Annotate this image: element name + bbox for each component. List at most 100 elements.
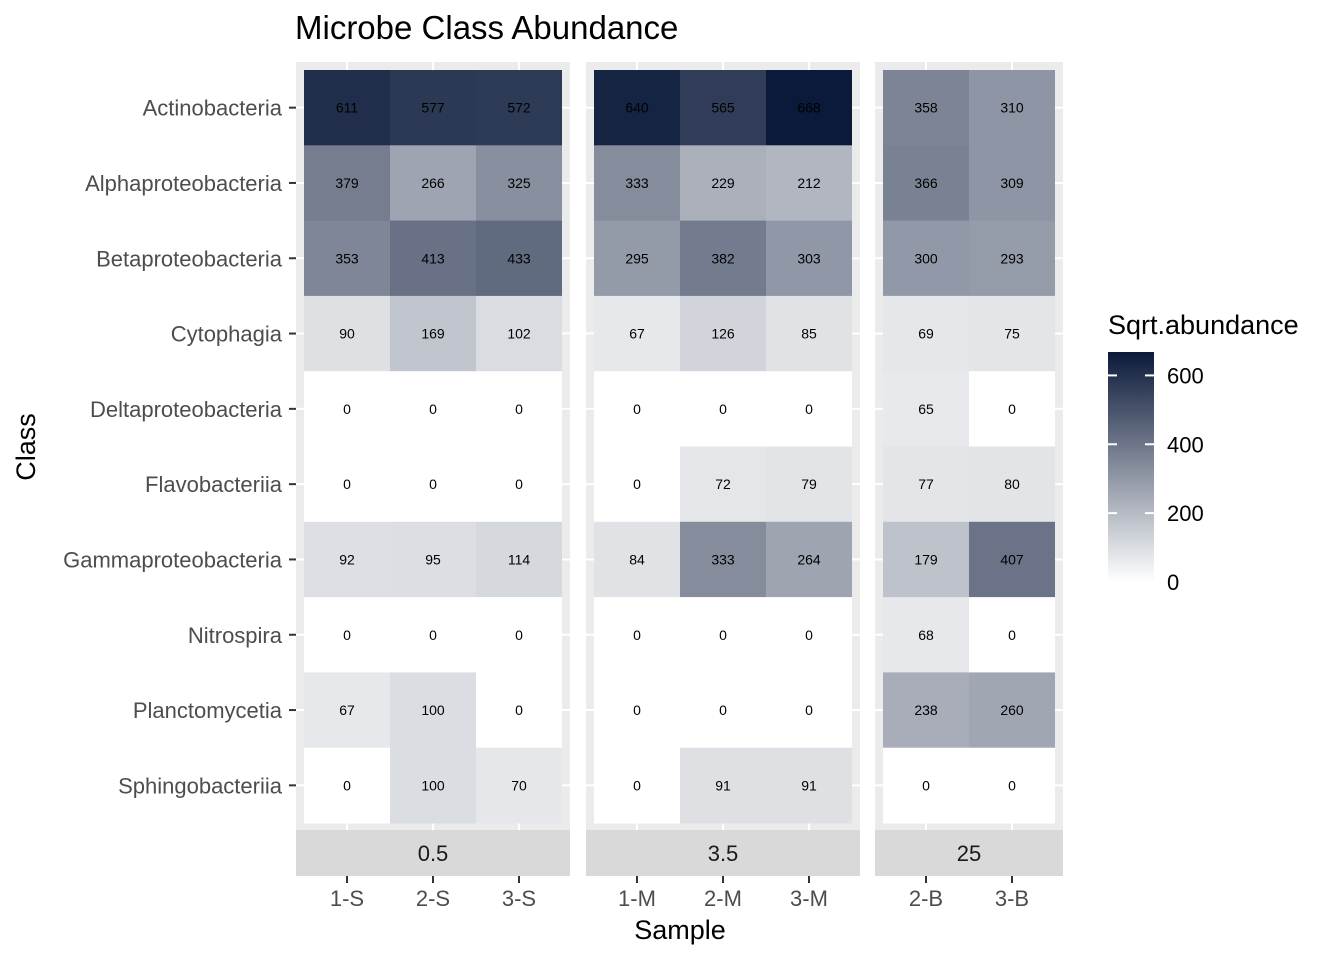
heatmap-cell: [304, 145, 390, 222]
cell-value-label: 0: [805, 702, 813, 718]
cell-value-label: 84: [629, 551, 645, 567]
cell-value-label: 68: [918, 627, 934, 643]
cell-value-label: 92: [339, 551, 355, 567]
x-tick-label: 3-S: [502, 886, 536, 911]
heatmap-cell: [680, 521, 766, 598]
heatmap-cell: [680, 145, 766, 222]
y-tick-label: Alphaproteobacteria: [85, 171, 283, 196]
heatmap-cell: [476, 371, 562, 447]
heatmap-cell: [304, 371, 390, 447]
cell-value-label: 0: [515, 702, 523, 718]
cell-value-label: 0: [343, 627, 351, 643]
heatmap-cell: [390, 521, 476, 598]
heatmap-cell: [304, 747, 390, 824]
x-tick-label: 2-M: [704, 886, 742, 911]
cell-value-label: 0: [1008, 627, 1016, 643]
heatmap-cell: [594, 295, 680, 372]
heatmap-cell: [883, 220, 969, 297]
y-tick-label: Sphingobacteriia: [118, 773, 283, 798]
y-tick-label: Planctomycetia: [133, 698, 283, 723]
cell-value-label: 114: [508, 551, 531, 567]
heatmap-cell: [476, 672, 562, 749]
cell-value-label: 413: [421, 250, 445, 266]
heatmap-cell: [594, 672, 680, 749]
cell-value-label: 229: [711, 175, 735, 191]
heatmap-cell: [390, 295, 476, 372]
cell-value-label: 65: [918, 401, 934, 417]
heatmap-cell: [304, 220, 390, 297]
heatmap-cell: [304, 597, 390, 673]
heatmap-cell: [766, 145, 852, 222]
cell-value-label: 353: [335, 250, 359, 266]
cell-value-label: 309: [1000, 175, 1024, 191]
cell-value-label: 379: [335, 175, 359, 191]
heatmap-cell: [766, 521, 852, 598]
cell-value-label: 382: [711, 250, 735, 266]
heatmap-cell: [390, 145, 476, 222]
heatmap-cell: [766, 220, 852, 297]
cell-value-label: 366: [914, 175, 938, 191]
x-tick-label: 2-S: [416, 886, 450, 911]
heatmap-cell: [594, 597, 680, 673]
heatmap-cell: [680, 371, 766, 447]
cell-value-label: 0: [429, 627, 437, 643]
cell-value-label: 358: [914, 100, 938, 116]
cell-value-label: 264: [797, 551, 821, 567]
cell-value-label: 260: [1000, 702, 1024, 718]
cell-value-label: 67: [629, 326, 645, 342]
heatmap-cell: [766, 295, 852, 372]
heatmap-cell: [594, 371, 680, 447]
heatmap-cell: [883, 747, 969, 824]
legend-tick-label: 0: [1167, 570, 1179, 595]
heatmap-cell: [883, 145, 969, 222]
heatmap-cell: [680, 220, 766, 297]
heatmap-cell: [766, 371, 852, 447]
heatmap-cell: [969, 747, 1055, 824]
heatmap-cell: [594, 446, 680, 523]
cell-value-label: 325: [507, 175, 531, 191]
cell-value-label: 0: [805, 401, 813, 417]
cell-value-label: 266: [421, 175, 445, 191]
cell-value-label: 91: [715, 777, 731, 793]
heatmap-cell: [680, 672, 766, 749]
facet-panel-0.5: 611 577 572 379 266 325 353 413 433 90 169 102 0 0 0 0 0…: [296, 62, 570, 911]
heatmap-cell: [680, 747, 766, 824]
x-tick-label: 2-B: [909, 886, 943, 911]
heatmap-cell: [476, 521, 562, 598]
x-axis-title: Sample: [634, 915, 726, 945]
heatmap-cell: [476, 145, 562, 222]
heatmap-cell: [766, 672, 852, 749]
cell-value-label: 0: [1008, 777, 1016, 793]
legend-tick-label: 400: [1167, 432, 1204, 457]
heatmap-cell: [883, 70, 969, 146]
cell-value-label: 169: [421, 326, 445, 342]
cell-value-label: 85: [801, 326, 817, 342]
heatmap-cell: [680, 597, 766, 673]
cell-value-label: 295: [625, 250, 649, 266]
cell-value-label: 0: [719, 627, 727, 643]
cell-value-label: 310: [1000, 100, 1024, 116]
facet-strip: [875, 830, 1063, 876]
cell-value-label: 0: [429, 401, 437, 417]
heatmap-cell: [476, 446, 562, 523]
cell-value-label: 611: [336, 100, 359, 116]
heatmap-cell: [680, 70, 766, 146]
legend-title: Sqrt.abundance: [1108, 310, 1299, 340]
y-tick-label: Cytophagia: [171, 322, 283, 347]
cell-value-label: 95: [425, 551, 441, 567]
cell-value-label: 238: [914, 702, 938, 718]
cell-value-label: 640: [625, 100, 649, 116]
cell-value-label: 69: [918, 326, 934, 342]
legend-tick-label: 600: [1167, 363, 1204, 388]
heatmap-cell: [476, 597, 562, 673]
heatmap-cell: [883, 672, 969, 749]
heatmap-cell: [390, 672, 476, 749]
cell-value-label: 0: [343, 777, 351, 793]
cell-value-label: 0: [343, 476, 351, 492]
cell-value-label: 70: [511, 777, 527, 793]
heatmap-cell: [969, 70, 1055, 146]
cell-value-label: 126: [711, 326, 735, 342]
heatmap-cell: [304, 446, 390, 523]
heatmap-cell: [594, 747, 680, 824]
heatmap-cell: [883, 295, 969, 372]
